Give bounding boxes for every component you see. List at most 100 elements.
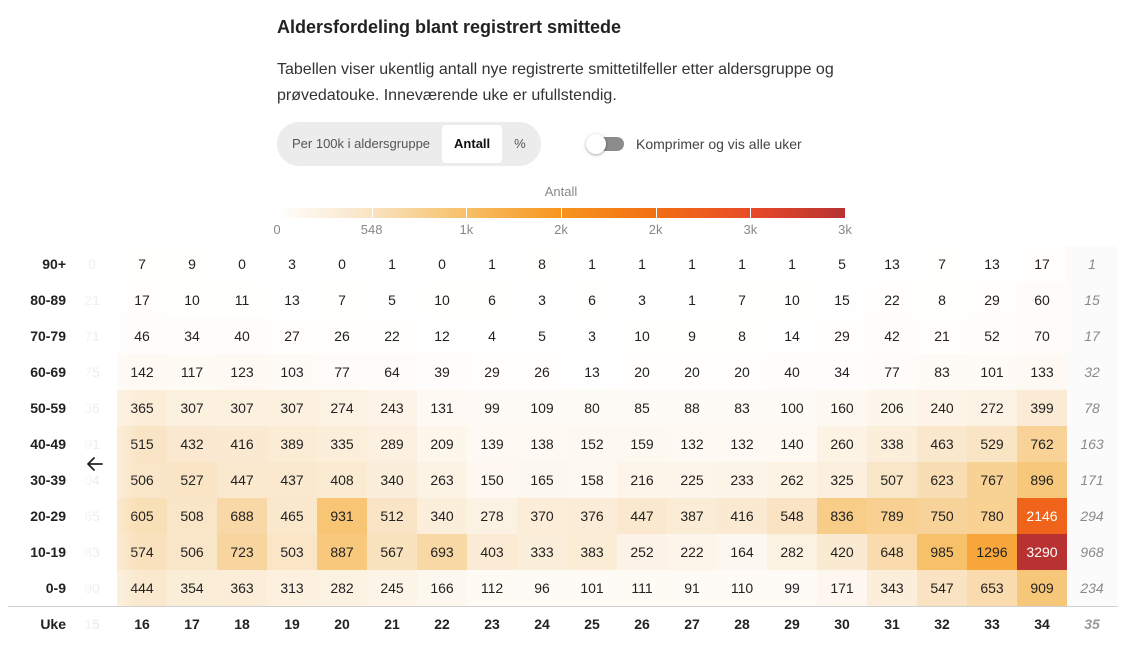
- heatmap-cell: 1: [367, 246, 417, 282]
- heatmap-cell: 117: [167, 354, 217, 390]
- heatmap-cell: 307: [217, 390, 267, 426]
- heatmap-cell: 909: [1017, 570, 1067, 606]
- week-label: 26: [634, 616, 650, 632]
- week-label: 31: [884, 616, 900, 632]
- heatmap-cell: 3: [567, 318, 617, 354]
- heatmap-cell: 780: [967, 498, 1017, 534]
- week-label: 22: [434, 616, 450, 632]
- percent-option[interactable]: %: [514, 136, 526, 151]
- heatmap-cell: 225: [667, 462, 717, 498]
- age-group-label: 20-29: [30, 508, 66, 524]
- week-label: 28: [734, 616, 750, 632]
- heatmap-cell: 340: [367, 462, 417, 498]
- week-label: 24: [534, 616, 550, 632]
- heatmap-cell: 506: [117, 462, 167, 498]
- heatmap-cell: 432: [167, 426, 217, 462]
- count-option[interactable]: Antall: [442, 125, 503, 163]
- heatmap-cell: 693: [417, 534, 467, 570]
- heatmap-cell: 307: [267, 390, 317, 426]
- heatmap-cell: 75: [84, 364, 100, 380]
- legend-title: Antall: [544, 184, 578, 199]
- heatmap-cell: 399: [1017, 390, 1067, 426]
- heatmap-cell: 15: [1067, 282, 1117, 318]
- heatmap-cell: 209: [417, 426, 467, 462]
- heatmap-cell: 103: [267, 354, 317, 390]
- heatmap-cell: 85: [617, 390, 667, 426]
- heatmap-cell: 313: [267, 570, 317, 606]
- heatmap-cell: 21: [84, 292, 100, 308]
- heatmap-cell: 1: [767, 246, 817, 282]
- heatmap-cell: 252: [617, 534, 667, 570]
- week-label: 20: [334, 616, 350, 632]
- heatmap-cell: 160: [817, 390, 867, 426]
- week-label: 18: [234, 616, 250, 632]
- age-group-label: 50-59: [30, 400, 66, 416]
- x-axis-line: [8, 606, 1118, 607]
- x-axis-title: Uke: [40, 616, 66, 632]
- heatmap-cell: 335: [317, 426, 367, 462]
- week-label: 27: [684, 616, 700, 632]
- heatmap-cell: 15: [817, 282, 867, 318]
- week-label: 32: [934, 616, 950, 632]
- age-group-label: 90+: [42, 256, 66, 272]
- heatmap-cell: 1: [717, 246, 767, 282]
- arrow-left-icon[interactable]: [83, 452, 107, 476]
- week-label: 33: [984, 616, 1000, 632]
- compress-toggle-group: Komprimer og vis alle uker: [586, 133, 802, 155]
- age-group-label: 10-19: [30, 544, 66, 560]
- heatmap-cell: 723: [217, 534, 267, 570]
- heatmap-cell: 10: [167, 282, 217, 318]
- heatmap-cell: 416: [717, 498, 767, 534]
- heatmap-cell: 7: [717, 282, 767, 318]
- legend-tick-label: 0: [273, 222, 281, 237]
- heatmap-cell: 88: [667, 390, 717, 426]
- heatmap-cell: 416: [217, 426, 267, 462]
- heatmap-cell: 507: [867, 462, 917, 498]
- heatmap-cell: 6: [467, 282, 517, 318]
- heatmap-cell: 263: [417, 462, 467, 498]
- heatmap-cell: 527: [167, 462, 217, 498]
- heatmap-cell: 70: [1017, 318, 1067, 354]
- heatmap-cell: 22: [367, 318, 417, 354]
- week-label: 29: [784, 616, 800, 632]
- legend-tick-label: 2k: [554, 222, 568, 237]
- heatmap-cell: 887: [317, 534, 367, 570]
- age-group-label: 70-79: [30, 328, 66, 344]
- heatmap-cell: 233: [717, 462, 767, 498]
- heatmap-cell: 508: [167, 498, 217, 534]
- heatmap-cell: 83: [917, 354, 967, 390]
- heatmap-cell: 52: [967, 318, 1017, 354]
- heatmap-cell: 26: [317, 318, 367, 354]
- heatmap-cell: 931: [317, 498, 367, 534]
- heatmap-cell: 370: [517, 498, 567, 534]
- heatmap-cell: 3: [517, 282, 567, 318]
- per-100k-option[interactable]: Per 100k i aldersgruppe: [292, 136, 431, 151]
- heatmap-cell: 65: [84, 508, 100, 524]
- compress-toggle[interactable]: [586, 134, 624, 154]
- heatmap-cell: 688: [217, 498, 267, 534]
- heatmap-cell: 139: [467, 426, 517, 462]
- heatmap-cell: 90: [84, 580, 100, 596]
- heatmap-cell: 548: [767, 498, 817, 534]
- heatmap-cell: 420: [817, 534, 867, 570]
- heatmap-cell: 272: [967, 390, 1017, 426]
- heatmap-cell: 164: [717, 534, 767, 570]
- heatmap-cell: 14: [767, 318, 817, 354]
- heatmap-cell: 140: [767, 426, 817, 462]
- heatmap-cell: 789: [867, 498, 917, 534]
- heatmap-cell: 206: [867, 390, 917, 426]
- legend-tick-mark: [655, 208, 657, 218]
- heatmap-cell: 13: [567, 354, 617, 390]
- heatmap-cell: 133: [1017, 354, 1067, 390]
- heatmap-cell: 1: [567, 246, 617, 282]
- metric-selector: Per 100k i aldersgruppe Antall %: [277, 122, 541, 166]
- heatmap-cell: 767: [967, 462, 1017, 498]
- week-label: 23: [484, 616, 500, 632]
- heatmap-cell: 282: [767, 534, 817, 570]
- heatmap-cell: 1: [467, 246, 517, 282]
- age-group-label: 80-89: [30, 292, 66, 308]
- heatmap-cell: 101: [967, 354, 1017, 390]
- heatmap-cell: 36: [84, 400, 100, 416]
- heatmap-cell: 132: [667, 426, 717, 462]
- heatmap-cell: 12: [417, 318, 467, 354]
